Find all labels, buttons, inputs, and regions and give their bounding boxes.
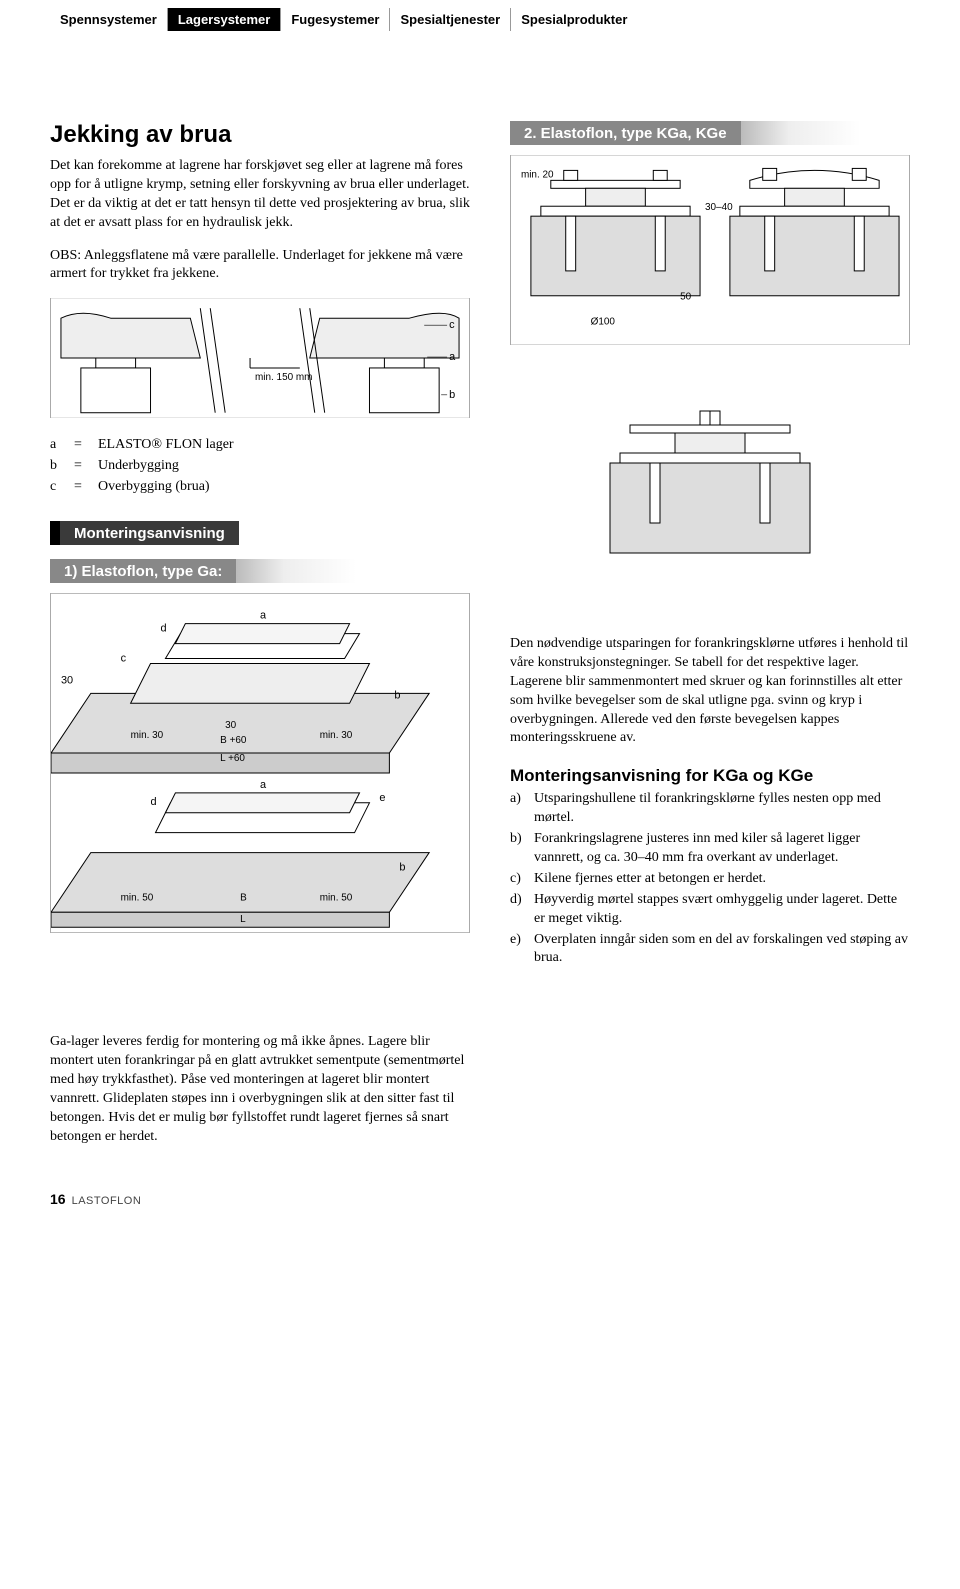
- legend-row: b = Underbygging: [50, 455, 470, 476]
- sub-section-ga: 1) Elastoflon, type Ga:: [50, 559, 470, 583]
- svg-text:b: b: [449, 389, 455, 401]
- svg-text:min. 20: min. 20: [521, 169, 554, 180]
- instruction-item: c) Kilene fjernes etter at betongen er h…: [510, 870, 910, 889]
- kga-intro-paragraph: Den nødvendige utsparingen for forankrin…: [510, 635, 910, 748]
- section-label: Monteringsanvisning: [60, 521, 239, 545]
- legend-text: Underbygging: [98, 455, 179, 476]
- svg-text:d: d: [160, 623, 166, 635]
- instruction-key: d): [510, 891, 530, 929]
- svg-text:30: 30: [61, 675, 73, 687]
- svg-text:min. 50: min. 50: [121, 893, 154, 904]
- right-column: 2. Elastoflon, type KGa, KGe min. 20: [510, 121, 910, 1161]
- svg-text:c: c: [121, 653, 127, 665]
- bar-fade: [741, 121, 861, 145]
- sub-section-kga: 2. Elastoflon, type KGa, KGe: [510, 121, 910, 145]
- tab-fugesystemer[interactable]: Fugesystemer: [281, 8, 390, 31]
- legend-text: Overbygging (brua): [98, 476, 210, 497]
- instruction-text: Kilene fjernes etter at betongen er herd…: [534, 870, 766, 889]
- svg-text:50: 50: [680, 292, 692, 303]
- instruction-text: Forankringslagrene justeres inn med kile…: [534, 830, 910, 868]
- instruction-text: Utsparingshullene til forankringsklørne …: [534, 790, 910, 828]
- page-number: 16: [50, 1191, 66, 1207]
- diagram-ga: a d c b 30 min. 30 30 B +60 min. 30 L +6…: [50, 593, 470, 933]
- footer-doc-name: LASTOFLON: [72, 1195, 142, 1207]
- intro-paragraph-2: OBS: Anleggsflatene må være parallelle. …: [50, 247, 470, 285]
- instruction-item: b) Forankringslagrene justeres inn med k…: [510, 830, 910, 868]
- kga-subheading: Monteringsanvisning for KGa og KGe: [510, 766, 910, 786]
- svg-text:min. 50: min. 50: [320, 893, 353, 904]
- legend-key: c: [50, 476, 64, 497]
- legend-eq: =: [74, 476, 88, 497]
- instruction-key: a): [510, 790, 530, 828]
- svg-text:a: a: [260, 779, 267, 791]
- svg-text:min. 150 mm: min. 150 mm: [255, 372, 312, 383]
- tab-spennsystemer[interactable]: Spennsystemer: [50, 8, 168, 31]
- legend-key: a: [50, 434, 64, 455]
- legend-row: c = Overbygging (brua): [50, 476, 470, 497]
- instruction-key: e): [510, 931, 530, 969]
- page-footer: 16 LASTOFLON: [0, 1191, 960, 1227]
- svg-text:30–40: 30–40: [705, 202, 733, 213]
- instruction-text: Overplaten inngår siden som en del av fo…: [534, 931, 910, 969]
- bar-stub: [50, 521, 60, 545]
- diagram-kga-top: min. 20 Ø100: [510, 155, 910, 345]
- svg-text:min. 30: min. 30: [131, 730, 164, 741]
- diagram-legend: a = ELASTO® FLON lager b = Underbygging …: [50, 434, 470, 497]
- legend-text: ELASTO® FLON lager: [98, 434, 234, 455]
- instruction-list: a) Utsparingshullene til forankringsklør…: [510, 790, 910, 968]
- svg-text:Ø100: Ø100: [591, 317, 616, 328]
- sub-label: 2. Elastoflon, type KGa, KGe: [510, 121, 741, 145]
- legend-eq: =: [74, 455, 88, 476]
- tab-spesialtjenester[interactable]: Spesialtjenester: [390, 8, 511, 31]
- page-title: Jekking av brua: [50, 121, 470, 149]
- top-tabs: Spennsystemer Lagersystemer Fugesystemer…: [0, 0, 960, 31]
- svg-text:d: d: [151, 796, 157, 808]
- instruction-item: d) Høyverdig mørtel stappes svært omhygg…: [510, 891, 910, 929]
- bar-fade: [236, 559, 356, 583]
- svg-text:c: c: [449, 319, 455, 331]
- instruction-text: Høyverdig mørtel stappes svært omhyggeli…: [534, 891, 910, 929]
- instruction-key: c): [510, 870, 530, 889]
- svg-text:B +60: B +60: [220, 735, 247, 746]
- svg-text:B: B: [240, 893, 247, 904]
- svg-text:b: b: [394, 690, 400, 702]
- sub-label: 1) Elastoflon, type Ga:: [50, 559, 236, 583]
- svg-text:b: b: [399, 862, 405, 874]
- instruction-item: e) Overplaten inngår siden som en del av…: [510, 931, 910, 969]
- svg-text:L +60: L +60: [220, 753, 245, 764]
- instruction-item: a) Utsparingshullene til forankringsklør…: [510, 790, 910, 828]
- page-content: Jekking av brua Det kan forekomme at lag…: [0, 31, 960, 1191]
- ga-paragraph: Ga-lager leveres ferdig for montering og…: [50, 1033, 470, 1146]
- tab-lagersystemer[interactable]: Lagersystemer: [168, 8, 282, 31]
- instruction-key: b): [510, 830, 530, 868]
- svg-text:a: a: [449, 351, 456, 363]
- legend-key: b: [50, 455, 64, 476]
- svg-text:e: e: [379, 792, 385, 804]
- svg-text:min. 30: min. 30: [320, 730, 353, 741]
- intro-paragraph-1: Det kan forekomme at lagrene har forskjø…: [50, 157, 470, 233]
- tab-spesialprodukter[interactable]: Spesialprodukter: [511, 8, 637, 31]
- legend-row: a = ELASTO® FLON lager: [50, 434, 470, 455]
- svg-text:a: a: [260, 610, 267, 622]
- diagram-jekking: min. 150 mm c a b: [50, 298, 470, 418]
- legend-eq: =: [74, 434, 88, 455]
- section-monteringsanvisning: Monteringsanvisning: [50, 521, 470, 545]
- left-column: Jekking av brua Det kan forekomme at lag…: [50, 121, 470, 1161]
- svg-text:L: L: [240, 915, 246, 926]
- diagram-kga-bottom: [510, 405, 910, 575]
- svg-text:30: 30: [225, 721, 237, 732]
